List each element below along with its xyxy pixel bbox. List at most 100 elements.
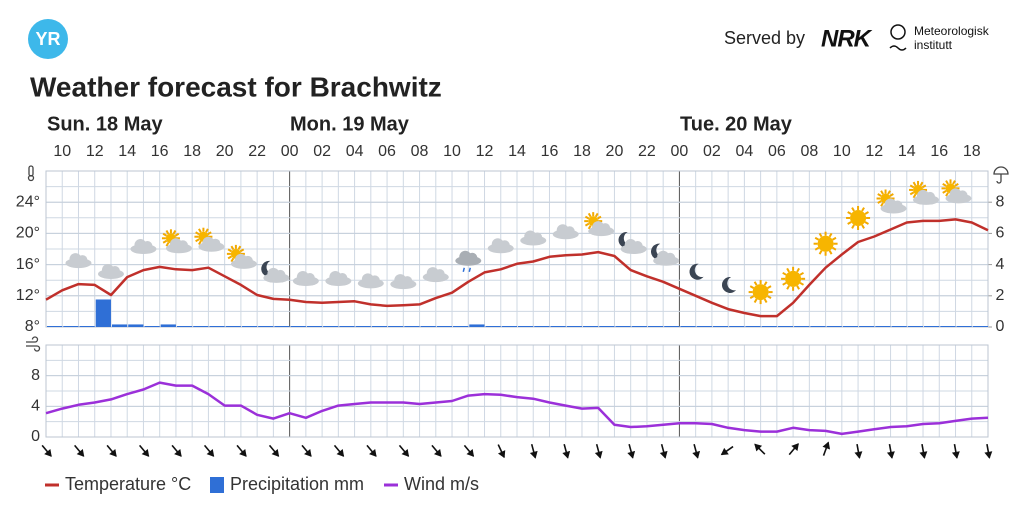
y2-tick-label: 4 bbox=[996, 256, 1005, 273]
x-tick-label: 22 bbox=[638, 143, 656, 160]
cloud bbox=[109, 266, 120, 277]
precip-bar bbox=[680, 326, 696, 327]
nrk-logo[interactable]: NRK bbox=[821, 25, 874, 52]
precip-bar bbox=[371, 326, 388, 327]
sun-ray bbox=[165, 242, 170, 247]
met-name[interactable]: institutt bbox=[914, 38, 953, 52]
sun-ray bbox=[767, 285, 772, 289]
precip-bar bbox=[761, 326, 777, 327]
cloud bbox=[177, 240, 188, 251]
cloud bbox=[564, 226, 575, 237]
moon bbox=[650, 243, 666, 260]
x-tick-label: 08 bbox=[411, 143, 429, 160]
sun-ray bbox=[921, 184, 927, 189]
x-tick-label: 10 bbox=[833, 143, 851, 160]
weather-icon bbox=[689, 263, 704, 280]
sun-ray bbox=[814, 236, 820, 241]
sun bbox=[817, 235, 834, 252]
sun-ray bbox=[227, 255, 233, 260]
sun-ray bbox=[912, 193, 917, 199]
sun-ray bbox=[828, 250, 833, 255]
sun-ray bbox=[799, 271, 804, 276]
y-tick-label: 16° bbox=[16, 256, 40, 273]
sun-ray bbox=[763, 298, 768, 303]
arrow-head bbox=[692, 450, 701, 459]
wind-arrow bbox=[854, 443, 863, 459]
precip-bar bbox=[647, 326, 664, 327]
met-name[interactable]: Meteorologisk bbox=[914, 24, 990, 38]
sun-ray bbox=[877, 200, 882, 204]
wind-arrow bbox=[74, 444, 85, 457]
cloud bbox=[499, 240, 510, 251]
sun-ray bbox=[753, 298, 758, 303]
weather-icon bbox=[97, 264, 124, 280]
sun-ray bbox=[587, 212, 592, 218]
precip-bar bbox=[436, 326, 453, 327]
weather-icon bbox=[325, 271, 352, 287]
wind-arrow bbox=[171, 444, 182, 457]
sun-ray bbox=[584, 215, 590, 220]
weather-icon bbox=[130, 239, 157, 255]
wind-icon bbox=[26, 336, 41, 352]
sun-ray bbox=[782, 271, 787, 276]
weather-icon bbox=[357, 273, 384, 289]
arrow-head bbox=[206, 448, 215, 457]
wind-arrow bbox=[919, 443, 928, 459]
wind-arrow bbox=[138, 444, 150, 457]
precip-bar bbox=[729, 326, 745, 327]
cloud bbox=[434, 269, 445, 280]
sun-ray bbox=[162, 239, 168, 244]
sun-ray bbox=[864, 211, 869, 215]
weather-icon bbox=[748, 280, 773, 305]
sun-ray bbox=[861, 224, 865, 229]
x-tick-label: 06 bbox=[768, 143, 786, 160]
weather-icon bbox=[194, 227, 225, 252]
cloud bbox=[304, 273, 315, 284]
weather-icon bbox=[65, 253, 92, 269]
cloud bbox=[892, 200, 903, 211]
x-tick-label: 18 bbox=[573, 143, 591, 160]
x-tick-label: 06 bbox=[378, 143, 396, 160]
precip-bar bbox=[193, 326, 209, 327]
x-tick-label: 14 bbox=[898, 143, 916, 160]
precip-bar bbox=[664, 326, 680, 327]
wind-arrow bbox=[106, 444, 117, 457]
precip-bar bbox=[826, 326, 842, 327]
weather-icon bbox=[781, 266, 806, 291]
legend-label: Precipitation mm bbox=[230, 474, 364, 494]
sun-ray bbox=[851, 224, 855, 229]
precip-bar bbox=[745, 326, 761, 327]
rain bbox=[462, 267, 472, 272]
weather-icon bbox=[721, 276, 737, 293]
sun-ray bbox=[782, 281, 787, 286]
x-tick-label: 00 bbox=[671, 143, 689, 160]
sun-ray bbox=[832, 236, 837, 241]
yr-logo[interactable]: YR bbox=[28, 19, 68, 59]
wind-arrow bbox=[431, 444, 442, 457]
day-label: Sun. 18 May bbox=[47, 113, 163, 135]
cloud bbox=[925, 191, 936, 202]
precip-bar bbox=[891, 326, 907, 327]
weather-icon bbox=[292, 271, 319, 287]
precip-bar bbox=[615, 326, 631, 327]
sun-ray bbox=[172, 229, 177, 235]
series-line bbox=[45, 218, 989, 318]
series-line bbox=[45, 381, 989, 436]
legend-label: Temperature °C bbox=[65, 474, 191, 494]
wind-arrow bbox=[301, 444, 312, 457]
y-tick-label: 24° bbox=[16, 193, 40, 210]
precip-bar bbox=[388, 326, 404, 327]
sun-ray bbox=[205, 228, 209, 233]
precip-bar bbox=[95, 299, 111, 327]
sun-ray bbox=[786, 267, 790, 273]
precip-bar bbox=[599, 326, 615, 327]
sun-ray bbox=[207, 231, 212, 236]
sun-ray bbox=[851, 207, 855, 212]
sun-ray bbox=[942, 189, 947, 194]
precip-bar bbox=[924, 326, 940, 327]
cloud bbox=[957, 190, 968, 201]
cloud bbox=[337, 273, 348, 284]
sun-ray bbox=[909, 184, 915, 189]
precip-bar bbox=[453, 326, 469, 327]
